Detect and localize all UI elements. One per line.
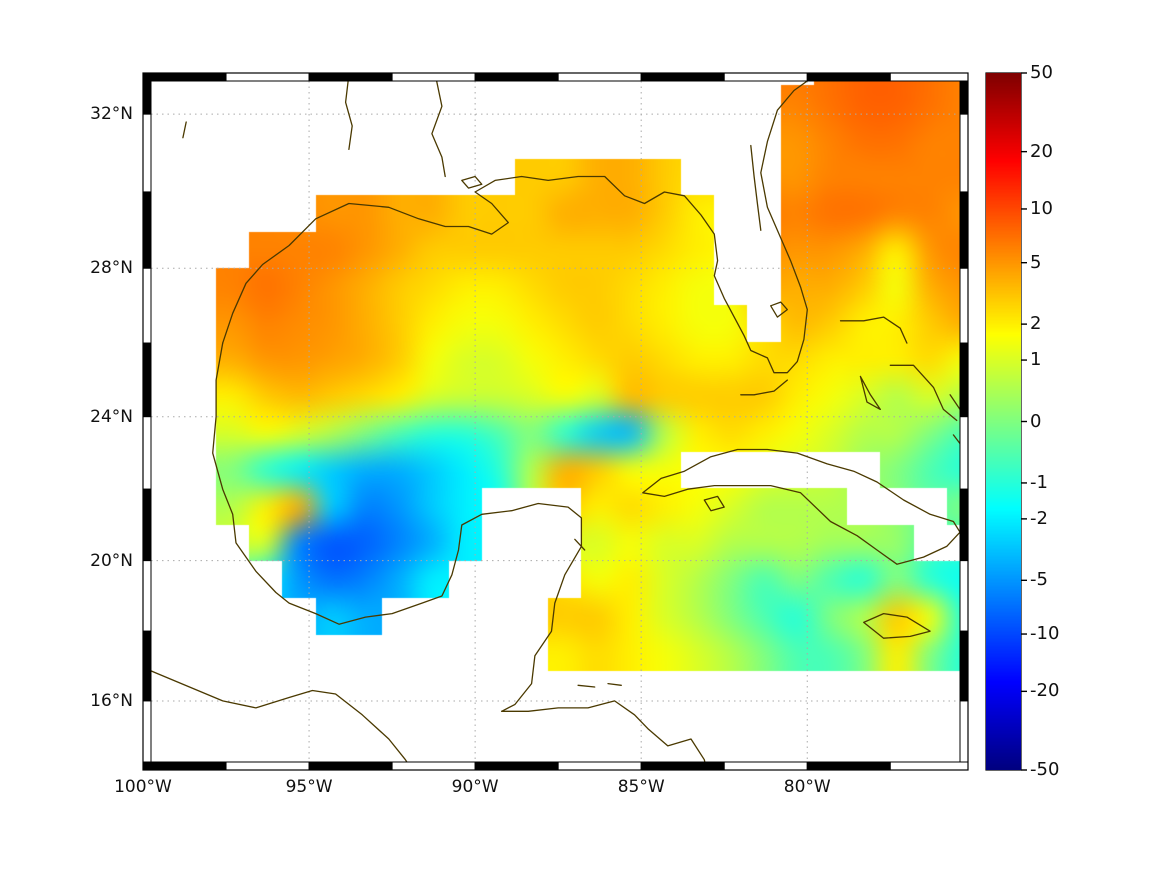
frame-block	[142, 630, 152, 702]
frame-block	[142, 761, 227, 771]
coastline-path	[952, 434, 960, 445]
frame-block	[889, 761, 969, 771]
coastline-path	[703, 495, 725, 512]
coastline-path	[642, 448, 960, 565]
frame-block	[391, 761, 476, 771]
coastline-path	[344, 81, 353, 151]
lat-tick-label: 28°N	[90, 258, 133, 279]
frame-block	[142, 72, 227, 82]
coastline-path	[182, 121, 187, 139]
frame-block	[959, 416, 969, 490]
coastline-path	[949, 394, 960, 411]
lon-tick-label: 85°W	[617, 777, 665, 797]
lat-tick-label: 32°N	[90, 104, 133, 125]
frame-block	[806, 72, 891, 82]
colorbar-ticks	[1021, 72, 1027, 771]
colorbar-tick-label: -50	[1030, 759, 1060, 780]
coastline-path	[740, 379, 788, 396]
coastline-path	[151, 670, 408, 762]
frame-block	[142, 488, 152, 562]
map-field-canvas	[143, 73, 968, 770]
frame-block	[474, 72, 559, 82]
frame-block	[959, 267, 969, 344]
colorbar-tick-label: -5	[1030, 569, 1048, 591]
coastline-path	[863, 612, 931, 639]
coastline-path	[889, 364, 958, 422]
frame-block	[959, 342, 969, 418]
lat-tick-label: 24°N	[90, 406, 133, 427]
grid-lines	[151, 81, 960, 762]
frame-block	[959, 488, 969, 562]
frame-block	[474, 761, 559, 771]
frame-block	[640, 761, 725, 771]
colorbar-tick-label: 20	[1030, 140, 1053, 162]
frame-block	[308, 72, 393, 82]
colorbar-tick-label: 5	[1030, 251, 1042, 273]
coastline-path	[461, 175, 483, 189]
coastline-path	[574, 538, 586, 551]
frame-block	[225, 72, 310, 82]
colorbar-tick-label: -1	[1030, 471, 1048, 493]
coastline-path	[501, 700, 706, 762]
lon-tick-label: 95°W	[285, 777, 333, 797]
coastline-path	[859, 375, 881, 411]
frame-block	[640, 72, 725, 82]
lat-tick-label: 16°N	[90, 690, 133, 711]
frame-block	[142, 191, 152, 269]
frame-block	[959, 630, 969, 702]
lat-tick-label: 20°N	[90, 550, 133, 571]
coastline-path	[431, 81, 446, 178]
frame-block	[225, 761, 310, 771]
frame-block	[142, 560, 152, 632]
colorbar-tick-label: -10	[1030, 623, 1060, 645]
frame-block	[142, 113, 152, 193]
frame-block	[142, 416, 152, 490]
coastline-path	[750, 144, 762, 231]
frame-block	[308, 761, 393, 771]
coastline-path	[967, 564, 980, 582]
colorbar-tick-label: 0	[1030, 410, 1042, 432]
coastline-path	[839, 316, 908, 344]
frame-block	[557, 761, 642, 771]
map-frame	[142, 72, 969, 771]
coastline-path	[212, 342, 583, 712]
frame-block	[959, 191, 969, 269]
colorbar-tick-label: 1	[1030, 349, 1042, 371]
frame-block	[142, 267, 152, 344]
lon-tick-label: 90°W	[451, 777, 499, 797]
colorbar	[986, 73, 1021, 770]
frame-block	[959, 560, 969, 632]
colorbar-tick-label: 10	[1030, 197, 1053, 219]
frame-block	[959, 700, 969, 771]
frame-block	[889, 72, 969, 82]
frame-block	[723, 761, 808, 771]
coastline-path	[222, 81, 809, 374]
frame-block	[142, 700, 152, 771]
colorbar-tick-label: 2	[1030, 313, 1042, 335]
frame-block	[723, 72, 808, 82]
lon-tick-label: 100°W	[114, 777, 172, 797]
coastline-path	[770, 301, 788, 318]
frame-block	[806, 761, 891, 771]
frame-block	[142, 342, 152, 418]
colorbar-tick-label: -2	[1030, 507, 1048, 529]
lon-tick-label: 80°W	[783, 777, 831, 797]
coastline-path	[577, 684, 596, 688]
frame-block	[391, 72, 476, 82]
coastlines	[151, 81, 980, 762]
colorbar-tick-label: 50	[1030, 62, 1053, 83]
frame-block	[557, 72, 642, 82]
frame-block	[959, 113, 969, 193]
coastline-path	[967, 610, 980, 624]
coastline-path	[607, 682, 622, 686]
colorbar-tick-label: -20	[1030, 680, 1060, 702]
